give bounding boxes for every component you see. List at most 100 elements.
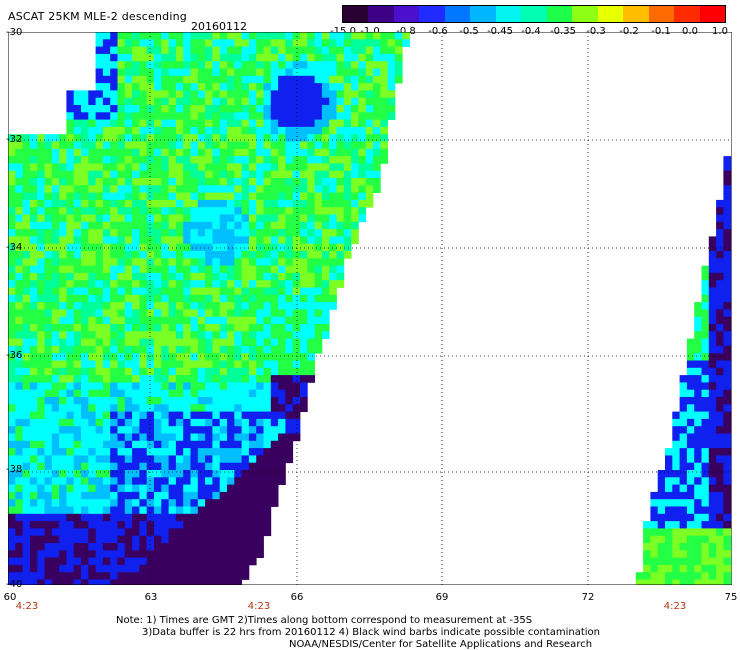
data-cell [190,272,199,281]
data-cell [29,243,38,252]
data-cell [190,506,199,515]
data-cell [88,397,96,405]
data-cell [365,199,374,208]
data-cell [37,440,45,449]
data-cell [15,258,23,266]
data-cell [241,156,250,164]
data-cell [66,272,75,281]
data-cell [168,178,177,186]
data-cell [29,148,38,157]
data-cell [154,418,162,427]
data-cell [205,484,213,493]
data-cell [672,521,680,529]
data-cell [241,97,250,106]
data-cell [183,528,191,537]
data-cell [22,280,31,288]
data-cell [124,207,133,215]
data-cell [117,163,126,172]
data-cell [716,579,724,585]
data-cell [708,353,717,361]
data-cell [154,448,162,456]
data-cell [190,499,199,507]
data-cell [73,287,82,296]
data-cell [234,477,242,485]
data-cell [102,543,111,551]
data-cell [256,433,264,442]
data-cell [88,440,96,449]
data-cell [132,324,140,332]
data-cell [44,389,53,398]
data-cell [212,229,221,237]
data-cell [212,360,221,369]
data-cell [190,221,199,230]
color-scale-segment [419,6,445,22]
data-cell [102,265,111,274]
data-cell [248,294,257,303]
data-cell [29,513,38,522]
data-cell [190,105,199,113]
data-cell [314,68,323,77]
data-cell [132,360,140,369]
data-cell [66,258,75,266]
data-cell [300,265,308,274]
data-cell [95,207,104,215]
data-cell [358,141,367,150]
data-cell [300,61,308,69]
data-cell [117,513,126,522]
data-cell [139,491,148,500]
data-cell [205,265,213,274]
data-cell [679,564,688,573]
data-cell [227,39,235,47]
data-cell [51,345,60,354]
data-cell [124,178,133,186]
data-cell [88,382,96,391]
data-cell [22,331,31,339]
data-cell [8,440,16,449]
data-cell [285,302,294,310]
data-cell [51,513,60,522]
data-cell [234,433,242,442]
data-cell [227,557,235,566]
data-cell [329,170,337,179]
data-cell [358,163,367,172]
data-cell [234,324,242,332]
data-cell [270,53,279,62]
data-cell [227,528,235,537]
data-cell [154,105,162,113]
data-cell [15,448,23,456]
data-cell [263,338,272,347]
data-cell [278,397,286,405]
data-cell [219,397,228,405]
data-cell [102,411,111,420]
data-cell [168,389,177,398]
lon-label: 60 [3,592,17,603]
data-cell [329,32,337,40]
data-cell [102,294,111,303]
data-cell [219,389,228,398]
data-cell [190,564,199,573]
data-cell [139,119,148,128]
data-cell [248,404,257,412]
data-cell [88,148,96,157]
data-cell [88,455,96,464]
data-cell [132,550,140,558]
data-cell [241,302,250,310]
data-cell [110,75,118,84]
data-cell [665,579,673,585]
data-cell [146,382,155,391]
data-cell [278,302,286,310]
data-cell [146,557,155,566]
data-cell [256,543,264,551]
data-cell [190,491,199,500]
data-cell [51,448,60,456]
data-cell [708,535,717,544]
data-cell [263,243,272,252]
data-cell [672,506,680,515]
data-cell [51,389,60,398]
data-cell [168,75,177,84]
data-cell [59,491,67,500]
data-cell [694,302,702,310]
data-cell [314,265,323,274]
data-cell [110,353,118,361]
data-cell [241,550,250,558]
